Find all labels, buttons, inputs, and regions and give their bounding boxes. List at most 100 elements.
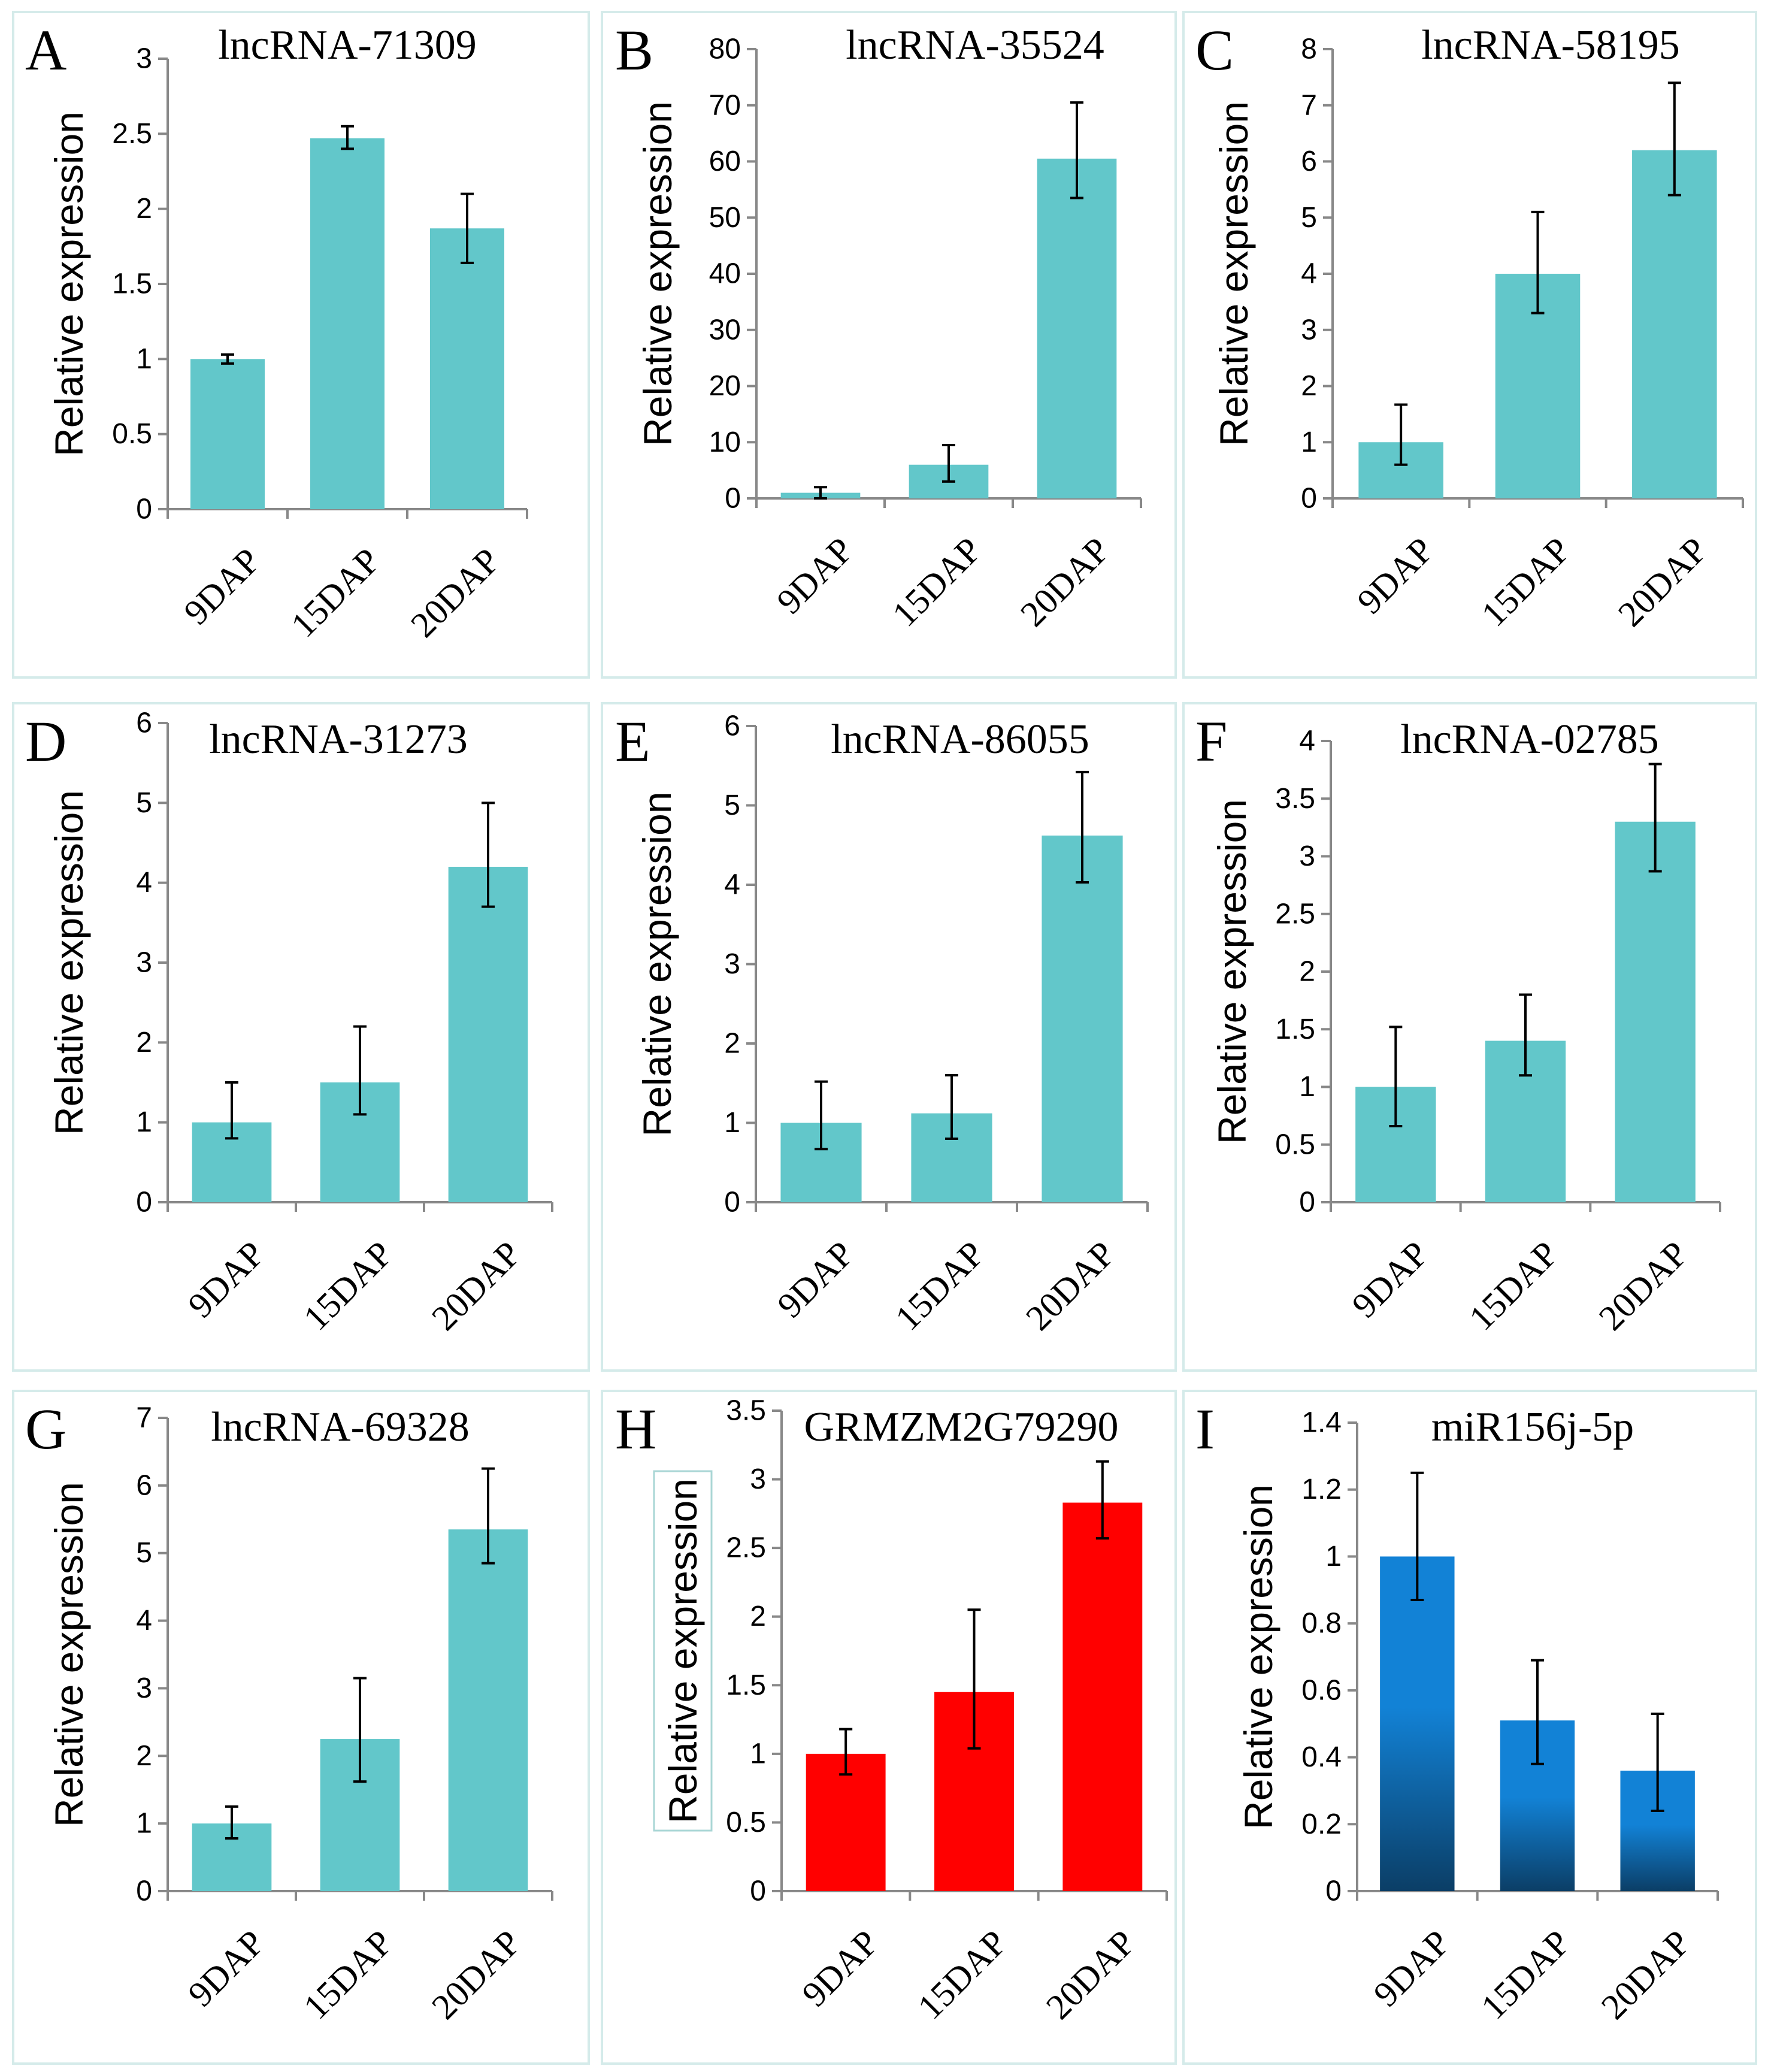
error-bar-20dap [1076, 770, 1089, 884]
chart-title: miR156j-5p [1431, 1404, 1634, 1450]
bar-20dap [1632, 150, 1717, 498]
panel-letter: D [25, 709, 66, 773]
chart-panel-h: H GRMZM2G79290 Relative expression 0 0.5 1 1.5… [601, 1390, 1177, 2065]
error-bar-9dap [225, 1805, 238, 1840]
y-tick-label: 8 [1301, 34, 1317, 65]
y-tick-label: 0 [136, 494, 152, 525]
x-tick-label: 20DAP [424, 1234, 528, 1338]
error-bar-15dap [353, 1025, 367, 1116]
x-tick-label: 20DAP [1591, 1234, 1696, 1338]
y-tick-label: 0 [724, 1187, 740, 1218]
y-axis-label: Relative expression [47, 1482, 91, 1827]
error-bar-20dap [1648, 763, 1662, 873]
chart-title: lncRNA-35524 [846, 22, 1104, 68]
y-tick-label: 5 [1301, 202, 1317, 234]
y-tick-label: 2.5 [726, 1532, 766, 1564]
y-axis-label: Relative expression [1210, 799, 1254, 1144]
y-tick-label: 0 [1325, 1876, 1342, 1907]
x-tick-label: 20DAP [1039, 1923, 1143, 2027]
error-bar-9dap [221, 353, 234, 365]
y-tick-label: 6 [136, 707, 152, 739]
y-tick-label: 60 [709, 146, 741, 177]
y-tick-label: 3 [1301, 314, 1317, 346]
y-tick-label: 7 [1301, 89, 1317, 121]
bar-9dap [190, 359, 265, 509]
y-tick-label: 1 [1301, 427, 1317, 458]
y-tick-label: 1 [136, 343, 152, 375]
error-bar-15dap [942, 443, 955, 483]
ylabel-box [653, 1470, 713, 1832]
y-tick-label: 0.5 [112, 418, 152, 450]
x-tick-label: 15DAP [1461, 1234, 1566, 1338]
y-tick-label: 3 [724, 948, 740, 980]
y-tick-label: 2.5 [1275, 898, 1315, 930]
x-tick-label: 15DAP [296, 1923, 400, 2027]
y-tick-label: 0.5 [726, 1807, 766, 1838]
y-tick-label: 30 [709, 314, 741, 346]
error-bar-15dap [967, 1608, 981, 1750]
panel-letter: F [1195, 709, 1227, 773]
x-tick-label: 20DAP [424, 1923, 528, 2027]
error-bar-15dap [1531, 1659, 1544, 1765]
y-tick-label: 1 [1325, 1541, 1342, 1572]
y-tick-label: 2 [1299, 956, 1315, 988]
y-tick-label: 0.2 [1301, 1808, 1342, 1840]
error-bar-9dap [1410, 1471, 1424, 1602]
y-axis-label: Relative expression [635, 792, 679, 1137]
error-bar-9dap [1394, 403, 1408, 466]
error-bar-15dap [945, 1074, 958, 1140]
bar-9dap [1380, 1556, 1455, 1891]
x-tick-label: 9DAP [1350, 530, 1442, 622]
bar-20dap [1615, 821, 1696, 1202]
y-tick-label: 40 [709, 258, 741, 290]
x-tick-label: 15DAP [283, 541, 387, 645]
x-tick-label: 15DAP [1474, 530, 1578, 634]
y-tick-label: 0.8 [1301, 1608, 1342, 1640]
chart-svg-h: H GRMZM2G79290 Relative expression 0 0.5 1 1.5… [615, 1395, 1168, 2027]
y-axis-label: Relative expression [1236, 1484, 1280, 1829]
panel-letter: I [1195, 1397, 1215, 1461]
chart-title: lncRNA-31273 [209, 716, 468, 763]
error-bar-20dap [1095, 1460, 1109, 1540]
chart-title: GRMZM2G79290 [804, 1404, 1118, 1450]
y-tick-label: 1.2 [1301, 1474, 1342, 1505]
y-tick-label: 0 [136, 1187, 152, 1218]
y-tick-label: 4 [724, 869, 740, 901]
bar-9dap [806, 1753, 886, 1891]
y-tick-label: 0.4 [1301, 1741, 1342, 1773]
chart-title: lncRNA-58195 [1421, 22, 1680, 68]
y-tick-label: 80 [709, 34, 741, 65]
x-tick-label: 9DAP [770, 1234, 861, 1326]
bar-20dap [1062, 1502, 1143, 1891]
y-tick-label: 10 [709, 427, 741, 458]
y-axis-label: Relative expression [635, 101, 680, 446]
x-tick-label: 9DAP [795, 1923, 886, 2014]
x-tick-label: 9DAP [180, 1234, 272, 1326]
error-bar-15dap [1531, 210, 1545, 314]
panel-letter: A [25, 18, 66, 82]
y-axis-label: Relative expression [47, 790, 91, 1135]
panel-letter: B [615, 18, 653, 82]
bar-20dap [448, 867, 528, 1202]
chart-title: lncRNA-02785 [1400, 716, 1659, 763]
error-bar-20dap [461, 192, 474, 264]
error-bar-15dap [1519, 993, 1532, 1077]
error-bar-9dap [839, 1728, 853, 1776]
x-tick-label: 15DAP [1473, 1923, 1578, 2027]
error-bar-15dap [341, 125, 354, 150]
x-tick-label: 20DAP [1013, 530, 1117, 634]
y-tick-label: 5 [136, 787, 152, 819]
x-tick-label: 9DAP [180, 1923, 272, 2014]
y-tick-label: 3 [750, 1463, 766, 1495]
panel-letter: G [25, 1397, 66, 1461]
